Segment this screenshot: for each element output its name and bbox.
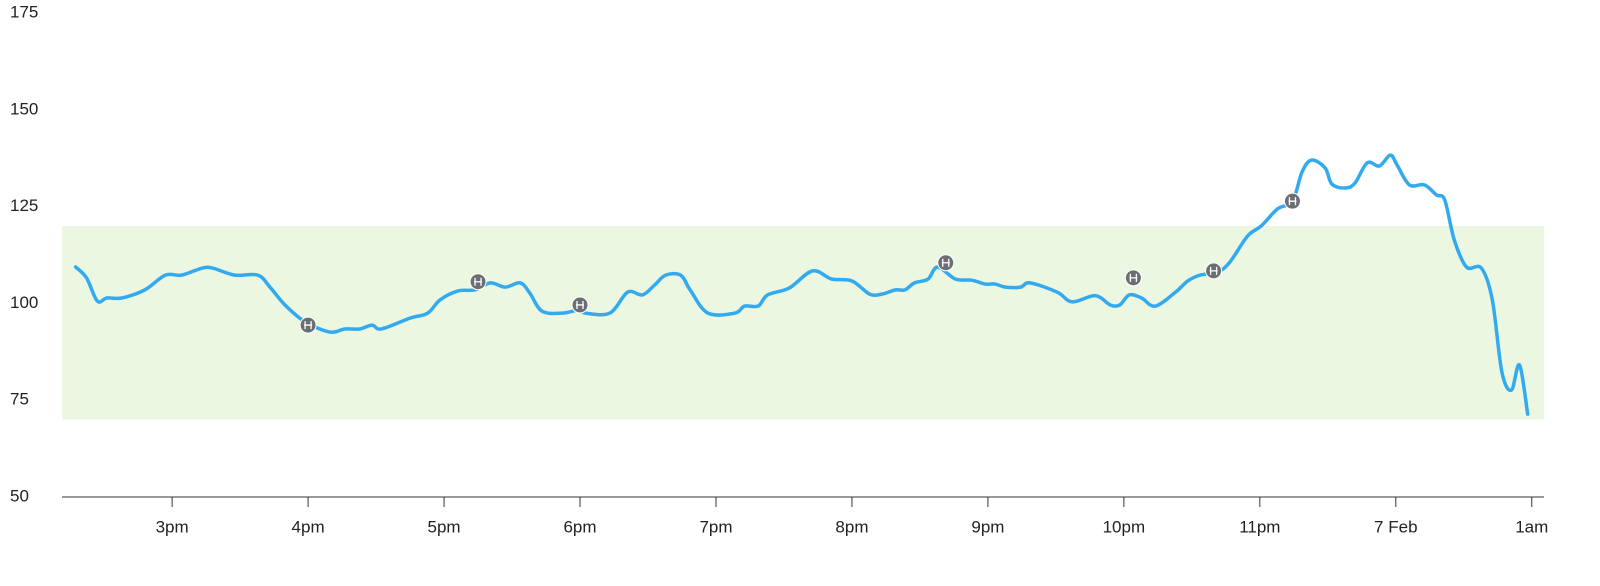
y-tick-label: 150	[10, 99, 38, 118]
x-tick-label: 6pm	[563, 517, 596, 536]
y-tick-label: 125	[10, 196, 38, 215]
x-tick-label: 11pm	[1239, 517, 1280, 536]
x-tick-label: 9pm	[971, 517, 1004, 536]
event-icon	[474, 277, 483, 286]
glucose-line	[73, 153, 1530, 416]
x-tick-label: 1am	[1515, 517, 1548, 536]
x-tick-label: 7pm	[699, 517, 732, 536]
event-icon	[1209, 266, 1218, 275]
y-tick-label: 175	[10, 2, 38, 21]
y-tick-label: 100	[10, 293, 38, 312]
x-tick-label: 7 Feb	[1374, 517, 1417, 536]
x-tick-label: 5pm	[428, 517, 461, 536]
event-icon	[1288, 197, 1297, 206]
x-tick-label: 8pm	[835, 517, 868, 536]
target-range	[62, 225, 1544, 420]
y-tick-label: 75	[10, 390, 29, 409]
y-tick-label: 50	[10, 486, 29, 505]
x-tick-label: 10pm	[1103, 517, 1146, 536]
x-tick-label: 3pm	[156, 517, 189, 536]
event-icon	[941, 258, 950, 267]
x-tick-label: 4pm	[292, 517, 325, 536]
event-icon	[576, 300, 585, 309]
event-icon	[1129, 273, 1138, 282]
event-icon	[304, 321, 313, 330]
